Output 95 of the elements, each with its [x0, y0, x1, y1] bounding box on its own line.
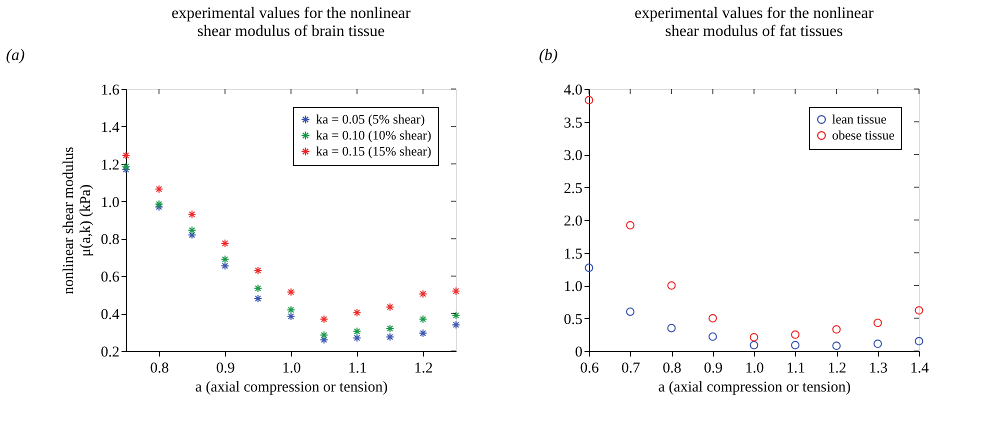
point [188, 226, 196, 235]
y-tick-label: 1.5 [564, 246, 582, 262]
x-tick-label: 1.3 [868, 360, 888, 376]
y-tick-label: 1.0 [564, 279, 582, 295]
y-tick-label: 0.6 [100, 270, 120, 286]
point [320, 314, 328, 324]
y-tick-label: 0.2 [100, 344, 120, 360]
point [626, 307, 635, 316]
text: experimental values for the nonlinear [634, 5, 874, 22]
point [750, 332, 758, 342]
y-tick-label: 1.4 [100, 120, 120, 136]
point [626, 220, 635, 230]
y-tick-label: 3.5 [564, 115, 582, 132]
point [220, 262, 230, 270]
x-tick-label: 1.2 [828, 360, 846, 376]
point [667, 324, 676, 332]
point [352, 327, 362, 336]
legend-label: lean tissue [832, 112, 887, 126]
point [873, 318, 882, 328]
point [708, 332, 718, 341]
point [154, 200, 164, 208]
x-tick-label: 0.8 [150, 360, 169, 376]
text: shear modulus of fat tissues [665, 23, 843, 40]
x-tick-label: 1.1 [348, 360, 367, 376]
point [286, 288, 296, 296]
point [708, 314, 718, 322]
y-tick-label: 1.6 [100, 82, 120, 98]
x-tick-label: 0.8 [662, 360, 682, 376]
point [667, 281, 676, 290]
point [220, 239, 230, 248]
point [352, 334, 362, 342]
point [418, 314, 428, 324]
point [418, 290, 428, 298]
point [832, 342, 841, 350]
text: nonlinear shear modulus [60, 146, 77, 294]
point [750, 340, 758, 350]
point [584, 96, 594, 104]
y-tick-label: 1.2 [100, 157, 120, 174]
point [122, 162, 130, 171]
x-tick-label: 1.2 [414, 360, 433, 376]
point [790, 340, 800, 350]
point [122, 151, 130, 160]
point [914, 306, 924, 315]
x-tick-label: 0.7 [621, 360, 641, 376]
point [418, 328, 428, 338]
point [584, 264, 594, 272]
y-tick-label: 0.4 [100, 307, 120, 324]
text: (a) [6, 47, 25, 64]
y-tick-label: 0.8 [100, 232, 120, 248]
legend-label: ka = 0.05 (5% shear) [316, 112, 425, 126]
point [254, 294, 262, 303]
point [220, 255, 230, 264]
point [386, 332, 394, 342]
point [320, 336, 328, 344]
text: μ(a,k) (kPa) [78, 184, 94, 257]
x-tick-label: 1.0 [282, 360, 301, 376]
point [452, 286, 460, 296]
x-tick-label: 1.0 [745, 360, 764, 376]
point [286, 312, 296, 321]
x-axis-title: a (axial compression or tension) [658, 380, 851, 396]
y-tick-label: 4.0 [564, 82, 582, 98]
point [386, 302, 394, 312]
point [832, 325, 841, 334]
x-tick-label: 0.6 [580, 360, 600, 376]
x-tick-label: 1.1 [786, 360, 806, 376]
y-tick-label: 0 [575, 344, 582, 360]
text: shear modulus of brain tissue [197, 23, 385, 40]
y-tick-label: 2.5 [564, 180, 582, 197]
legend-label: ka = 0.10 (10% shear) [316, 128, 432, 142]
legend-label: ka = 0.15 (15% shear) [316, 144, 432, 158]
y-tick-label: 0.5 [564, 312, 582, 328]
point [873, 340, 882, 348]
x-tick-label: 1.4 [910, 360, 930, 376]
point [188, 230, 196, 240]
point [254, 266, 262, 275]
y-tick-label: 3.0 [564, 148, 582, 164]
point [254, 284, 262, 293]
point [914, 336, 924, 346]
text: (b) [539, 47, 558, 64]
point [790, 330, 800, 339]
point [320, 330, 328, 340]
x-tick-label: 0.9 [216, 360, 235, 376]
legend-label: obese tissue [832, 128, 895, 142]
point [386, 324, 394, 333]
x-tick-label: 0.9 [704, 360, 723, 376]
text: experimental values for the nonlinear [171, 5, 411, 22]
point [352, 308, 362, 317]
point [154, 184, 164, 194]
point [286, 306, 296, 314]
y-tick-label: 1.0 [100, 194, 120, 211]
point [452, 311, 460, 320]
point [452, 320, 460, 330]
point [188, 210, 196, 219]
y-tick-label: 2.0 [564, 214, 582, 230]
x-axis-title: a (axial compression or tension) [195, 380, 388, 396]
